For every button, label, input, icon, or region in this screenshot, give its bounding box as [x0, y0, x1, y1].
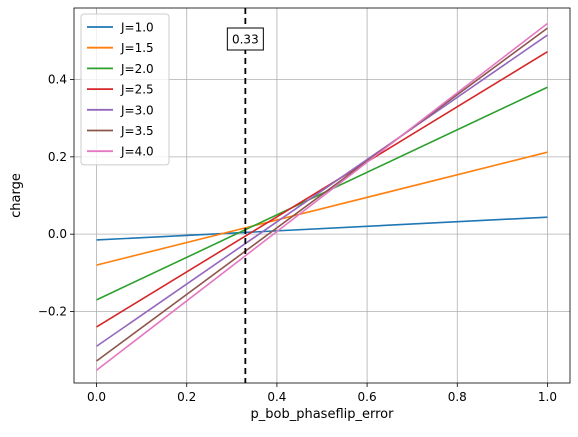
x-axis-label: p_bob_phaseflip_error [251, 407, 395, 422]
x-tick-label: 0.4 [267, 390, 286, 404]
series-line-j-2-5 [96, 51, 548, 328]
x-tick-label: 0.2 [177, 390, 196, 404]
axis-ticks: 0.0 0.2 0.4 0.6 0.8 1.0 −0.2 0.0 0.2 0.4 [38, 73, 557, 404]
legend-label: J=3.5 [120, 124, 154, 138]
y-tick-label: 0.0 [48, 227, 67, 241]
plot-frame [73, 7, 571, 384]
series-line-j-4-0 [96, 22, 548, 371]
series-line-j-3-0 [96, 34, 548, 347]
series-line-j-1-0 [96, 216, 548, 241]
y-axis-label: charge [9, 173, 24, 218]
legend-box [80, 13, 170, 166]
legend: J=1.0 J=1.5 J=2.0 J=2.5 J=3.0 J=3.5 J=4.0 [80, 13, 170, 166]
legend-label: J=1.0 [120, 21, 154, 35]
legend-label: J=1.5 [120, 41, 154, 55]
x-tick-label: 0.6 [358, 390, 377, 404]
series-lines [96, 22, 548, 371]
threshold-line-group: 0.33 [226, 8, 264, 383]
y-tick-label: −0.2 [38, 304, 67, 318]
series-line-j-1-5 [96, 151, 548, 266]
grid [74, 8, 570, 383]
legend-label: J=3.0 [120, 103, 154, 117]
x-tick-label: 1.0 [538, 390, 557, 404]
legend-label: J=4.0 [120, 145, 154, 159]
series-line-j-3-5 [96, 27, 548, 362]
x-tick-label: 0.8 [448, 390, 467, 404]
threshold-label-box [226, 27, 264, 51]
x-tick-label: 0.0 [87, 390, 106, 404]
y-tick-label: 0.4 [48, 73, 67, 87]
legend-label: J=2.0 [120, 62, 154, 76]
legend-label: J=2.5 [120, 83, 154, 97]
threshold-label: 0.33 [232, 33, 259, 47]
y-tick-label: 0.2 [48, 150, 67, 164]
